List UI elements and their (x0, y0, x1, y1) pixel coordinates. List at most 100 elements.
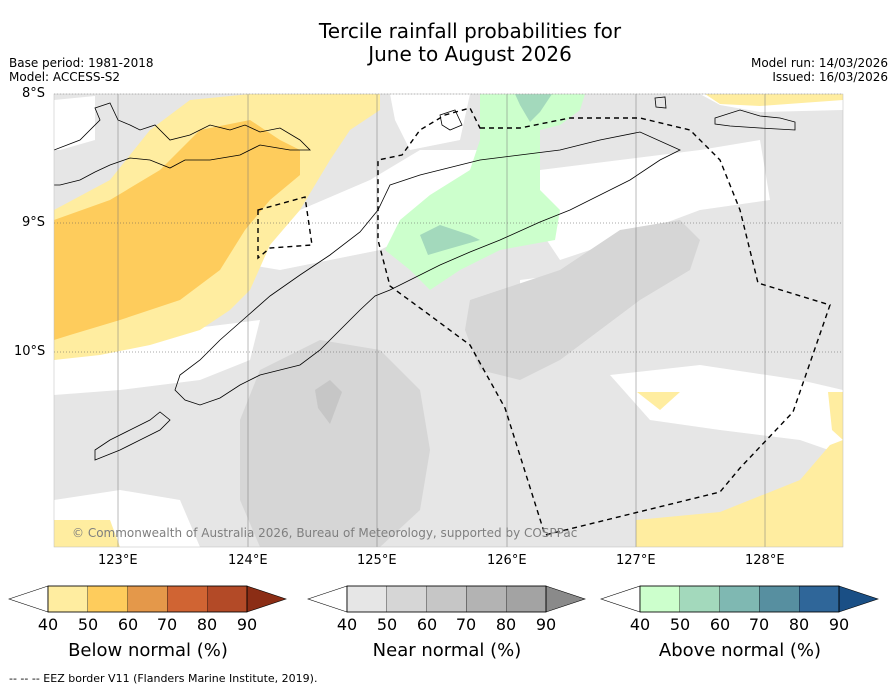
below-normal-50-area (54, 120, 300, 340)
near-colorbar-upper-arrow (545, 585, 586, 613)
below-colorbar-segment-1 (47, 585, 88, 613)
white-gap-north (390, 94, 470, 150)
white-gap-nw (54, 96, 95, 150)
above-tick-80: 80 (788, 615, 810, 634)
above-colorbar-segment-1 (639, 585, 680, 613)
probability-shading (54, 94, 843, 547)
above-colorbar-segment-4 (759, 585, 800, 613)
white-gap-sw (54, 320, 260, 395)
near-colorbar-segment-2 (386, 585, 427, 613)
below-colorbar-segment-5 (207, 585, 248, 613)
near-colorbar-frame (346, 585, 547, 613)
issued-date: Issued: 16/03/2026 (772, 70, 888, 84)
below-colorbar-segment-3 (127, 585, 168, 613)
lon-label-124e: 124°E (228, 553, 268, 568)
near-colorbar-segment-4 (466, 585, 507, 613)
coastlines (54, 96, 796, 461)
lon-label-126e: 126°E (487, 553, 527, 568)
white-gap-east (540, 140, 770, 260)
near-colorbar-segment-3 (426, 585, 467, 613)
eez-border-oecusse (257, 196, 313, 260)
above-tick-60: 60 (709, 615, 731, 634)
title-line-2: June to August 2026 (368, 42, 572, 66)
map-canvas (53, 93, 844, 548)
near-normal-label: Near normal (%) (372, 640, 522, 661)
lat-label-9s: 9°S (22, 215, 46, 230)
lat-label-8s: 8°S (22, 86, 46, 101)
copyright-notice: © Commonwealth of Australia 2026, Bureau… (72, 526, 578, 540)
below-normal-40-east-patch (828, 392, 843, 440)
below-normal-40-bottom-left (54, 520, 120, 547)
below-normal-40-top (300, 94, 350, 100)
map-frame (53, 93, 844, 548)
coastline-flores (54, 102, 311, 186)
below-tick-40: 40 (37, 615, 59, 634)
map-title: Tercile rainfall probabilities for June … (0, 20, 896, 66)
near-colorbar-lower-arrow (307, 585, 348, 613)
lon-label-128e: 128°E (745, 553, 785, 568)
near-colorbar-segment-1 (346, 585, 387, 613)
near-colorbar-segment-5 (506, 585, 547, 613)
above-normal-50-area-central (420, 225, 480, 255)
model-run: Model run: 14/03/2026 (750, 56, 888, 70)
below-tick-90: 90 (236, 615, 258, 634)
above-colorbar-upper-arrow (838, 585, 879, 613)
grid-longitudes (117, 94, 766, 547)
above-tick-70: 70 (748, 615, 770, 634)
below-tick-70: 70 (156, 615, 178, 634)
below-colorbar-segment-2 (87, 585, 128, 613)
above-normal-50-area-north (515, 94, 552, 122)
near-tick-60: 60 (416, 615, 438, 634)
below-tick-80: 80 (196, 615, 218, 634)
white-gap-central (250, 150, 480, 270)
below-normal-label: Below normal (%) (68, 640, 228, 661)
below-colorbar-upper-arrow (246, 585, 287, 613)
near-tick-90: 90 (535, 615, 557, 634)
below-colorbar-frame (47, 585, 248, 613)
above-tick-50: 50 (669, 615, 691, 634)
lon-label-125e: 125°E (357, 553, 397, 568)
above-tick-90: 90 (828, 615, 850, 634)
below-normal-40-ne (705, 94, 843, 106)
eez-border (257, 107, 831, 536)
colorbar-above-normal (600, 585, 879, 613)
lon-label-127e: 127°E (616, 553, 656, 568)
meta-left: Base period: 1981-2018 Model: ACCESS-S2 (9, 56, 154, 84)
below-normal-40-small-patch (637, 392, 680, 410)
coastline-rote (94, 411, 171, 461)
below-tick-60: 60 (117, 615, 139, 634)
base-period: Base period: 1981-2018 (9, 56, 154, 70)
below-colorbar-segment-4 (167, 585, 208, 613)
lon-label-123e: 123°E (98, 553, 138, 568)
near-tick-40: 40 (336, 615, 358, 634)
title-line-1: Tercile rainfall probabilities for (318, 19, 622, 43)
near-normal-50-area-south (240, 340, 430, 547)
colorbars (8, 585, 879, 613)
model-name: Model: ACCESS-S2 (9, 70, 121, 84)
above-colorbar-frame (639, 585, 840, 613)
near-normal-60-area (315, 380, 342, 424)
lat-label-10s: 10°S (14, 344, 46, 359)
above-colorbar-lower-arrow (600, 585, 641, 613)
above-colorbar-segment-2 (679, 585, 720, 613)
coastline-atauro (439, 109, 463, 131)
coastline-wetar-islet (654, 96, 667, 109)
above-tick-40: 40 (629, 615, 651, 634)
colorbar-below-normal (8, 585, 287, 613)
below-tick-50: 50 (77, 615, 99, 634)
near-tick-50: 50 (376, 615, 398, 634)
meta-right: Model run: 14/03/2026 Issued: 16/03/2026 (751, 56, 888, 84)
above-normal-label: Above normal (%) (658, 640, 822, 661)
above-colorbar-segment-5 (799, 585, 840, 613)
near-tick-80: 80 (495, 615, 517, 634)
above-colorbar-segment-3 (719, 585, 760, 613)
colorbar-near-normal (307, 585, 586, 613)
near-normal-50-area-east (465, 220, 700, 380)
below-colorbar-lower-arrow (8, 585, 49, 613)
white-gap-se (610, 365, 843, 455)
coastline-babar (714, 109, 796, 131)
near-tick-70: 70 (455, 615, 477, 634)
below-normal-40-bottom-right (636, 440, 843, 547)
eez-legend-note: -- -- -- EEZ border V11 (Flanders Marine… (9, 672, 318, 685)
coastline-timor (174, 131, 681, 406)
